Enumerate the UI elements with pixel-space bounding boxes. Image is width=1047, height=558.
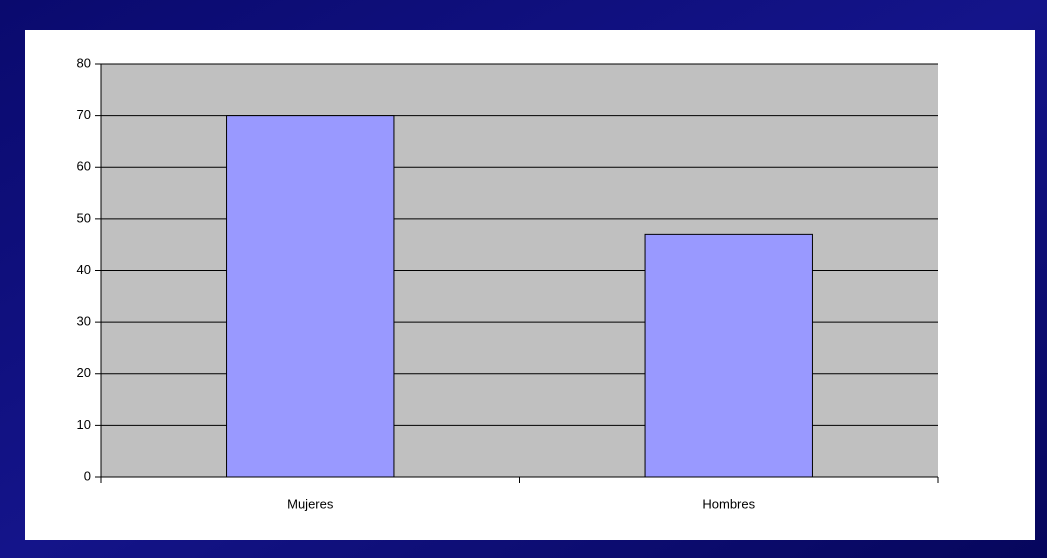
y-tick-label: 0	[84, 468, 91, 483]
bar	[644, 233, 813, 478]
y-tick-label: 20	[77, 365, 91, 380]
y-tick-label: 50	[77, 210, 91, 225]
y-tick-label: 10	[77, 417, 91, 432]
y-tick-label: 80	[77, 55, 91, 70]
bar	[226, 115, 395, 478]
y-tick-label: 70	[77, 107, 91, 122]
y-tick-label: 30	[77, 314, 91, 329]
x-tick-label: Mujeres	[287, 496, 334, 511]
x-tick-label: Hombres	[702, 496, 755, 511]
y-tick-label: 40	[77, 262, 91, 277]
chart: 0 10 20 30 40 50 60 70 80 Mujeres Hombres	[77, 55, 939, 511]
y-tick-label: 60	[77, 159, 91, 174]
